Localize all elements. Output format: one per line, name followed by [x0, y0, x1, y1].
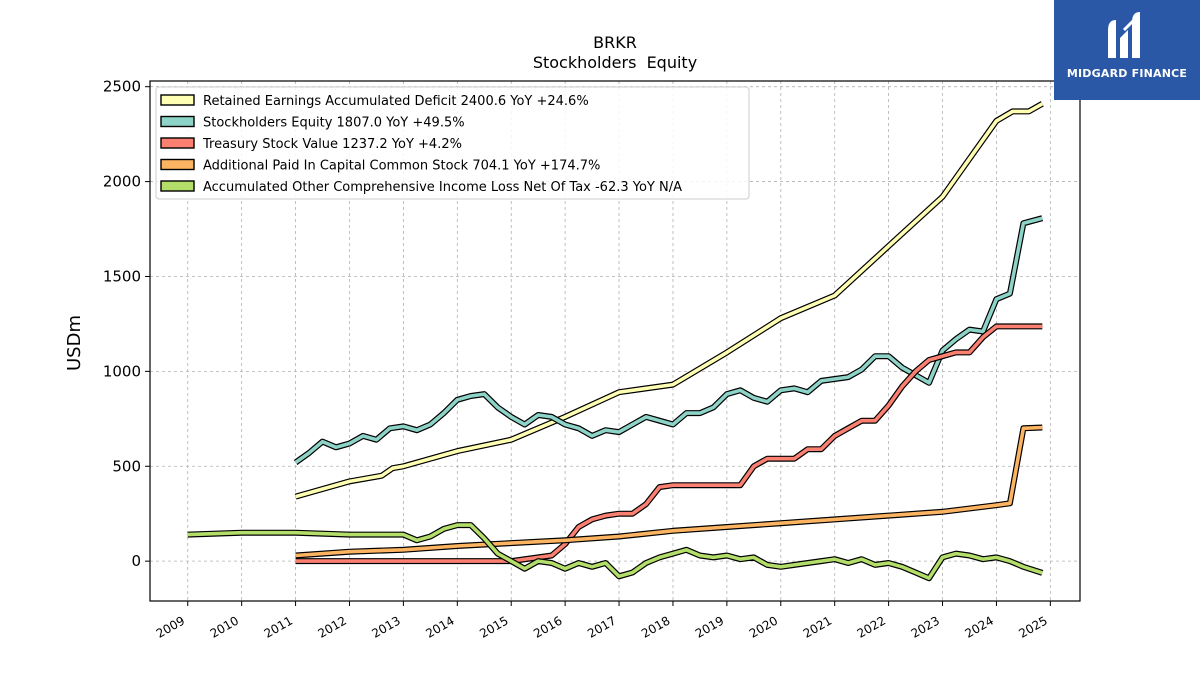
chart-title: BRKR [593, 33, 637, 52]
x-tick-label: 2021 [801, 613, 834, 640]
legend-label: Retained Earnings Accumulated Deficit 24… [203, 94, 589, 109]
x-tick-label: 2020 [747, 613, 780, 640]
y-tick-label: 500 [112, 457, 141, 475]
series-outline [295, 323, 1043, 565]
y-axis-label: USDm [64, 315, 85, 371]
x-tick-label: 2024 [962, 613, 995, 640]
x-tick-label: 2019 [693, 613, 726, 640]
series-1 [293, 215, 1044, 465]
series-line [295, 324, 1043, 563]
legend-label: Accumulated Other Comprehensive Income L… [203, 180, 682, 195]
series-3 [295, 424, 1043, 559]
legend: Retained Earnings Accumulated Deficit 24… [155, 86, 750, 200]
y-tick-label: 2500 [103, 78, 141, 96]
series-0 [294, 101, 1044, 500]
series-line [295, 102, 1044, 499]
y-tick-label: 1500 [103, 267, 141, 285]
legend-box [155, 86, 750, 200]
legend-swatch [160, 94, 195, 106]
x-tick-label: 2023 [909, 613, 942, 640]
series-2 [295, 323, 1043, 565]
legend-swatch [160, 115, 195, 128]
brand-name: MIDGARD FINANCE [1066, 67, 1188, 80]
x-tick-label: 2016 [531, 613, 564, 640]
legend-label: Additional Paid In Capital Common Stock … [203, 159, 600, 174]
x-tick-label: 2011 [262, 613, 295, 640]
x-tick-label: 2015 [477, 613, 510, 640]
x-tick-label: 2012 [316, 613, 349, 640]
legend-swatch [160, 137, 195, 149]
brand-logo-icon [1108, 12, 1140, 58]
x-tick-label: 2014 [423, 613, 456, 640]
legend-swatch [160, 158, 195, 171]
legend-label: Stockholders Equity 1807.0 YoY +49.5% [203, 116, 465, 131]
x-tick-label: 2010 [208, 613, 241, 640]
series-line [295, 425, 1043, 558]
x-tick-label: 2025 [1016, 613, 1049, 640]
x-tick-label: 2009 [154, 613, 187, 640]
chart-subtitle: Stockholders Equity [533, 53, 697, 72]
plot-frame [149, 80, 1081, 602]
series-layer [187, 101, 1044, 582]
x-tick-label: 2013 [369, 613, 402, 640]
legend-swatch [160, 180, 195, 192]
x-tick-label: 2017 [585, 613, 618, 640]
y-tick-label: 1000 [103, 362, 141, 380]
legend-label: Treasury Stock Value 1237.2 YoY +4.2% [202, 137, 462, 152]
x-tick-label: 2018 [639, 613, 672, 640]
brand-logo: MIDGARD FINANCE [1054, 0, 1200, 100]
y-tick-label: 0 [131, 552, 141, 570]
series-4 [187, 522, 1044, 582]
x-tick-label: 2022 [855, 613, 888, 640]
series-line [187, 523, 1043, 581]
y-tick-label: 2000 [103, 173, 141, 191]
